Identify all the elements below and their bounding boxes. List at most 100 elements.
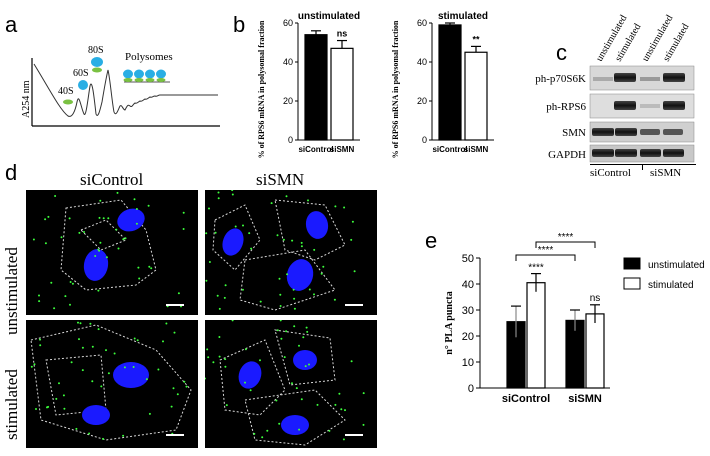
pla-punctum: [217, 197, 220, 200]
pla-punctum: [70, 361, 73, 364]
e-bracket-unstim: [515, 254, 576, 261]
pla-punctum: [342, 438, 345, 441]
b-unstim-bar-0: [304, 34, 328, 141]
pla-punctum: [313, 248, 316, 251]
pla-punctum: [270, 202, 273, 205]
pla-punctum: [81, 346, 84, 349]
pla-punctum: [344, 409, 346, 412]
e-bar-1-1: [585, 313, 605, 389]
e-bar-0-1: [526, 282, 546, 389]
pla-punctum: [63, 407, 66, 410]
pla-punctum: [224, 284, 227, 287]
pla-punctum: [30, 365, 33, 368]
pla-punctum: [208, 261, 211, 263]
pla-punctum: [105, 349, 107, 352]
blot-row-label-rps6: ph-RPS6: [546, 101, 586, 113]
panel-c-western-blot: unstimulated stimulated unstimulated sti…: [500, 0, 710, 165]
pla-punctum: [241, 288, 244, 291]
scale-bar: [345, 304, 363, 306]
pla-punctum: [362, 392, 365, 395]
nucleus-shape: [286, 259, 314, 291]
pla-punctum: [165, 322, 168, 325]
pla-punctum: [259, 359, 261, 362]
peak-label-60s: 60S: [73, 68, 89, 79]
pla-punctum: [105, 256, 108, 259]
pla-punctum: [214, 231, 217, 234]
pla-punctum: [176, 393, 179, 396]
b-unstim-bar-1: [330, 47, 354, 141]
pla-punctum: [275, 399, 278, 402]
pla-punctum: [250, 247, 253, 250]
e-ytick-label: 40: [462, 279, 474, 291]
pla-punctum: [350, 360, 353, 363]
pla-punctum: [279, 305, 282, 307]
pla-punctum: [60, 236, 63, 239]
panel-e-chart: 0 10 20 30 40 50 n° PLA puncta siControl siSMN **…: [438, 228, 710, 451]
pla-punctum: [173, 331, 176, 334]
panel-letter-e: e: [425, 228, 438, 253]
pla-punctum: [75, 427, 78, 430]
micro-row-label-stimulated: stimulated: [2, 369, 21, 440]
nucleus-shape: [83, 249, 109, 281]
b-unstim-xtick-label-0: siControl: [298, 145, 333, 154]
nucleus-shape: [281, 415, 309, 435]
cell-outline: [239, 249, 336, 311]
pla-punctum: [351, 220, 354, 223]
pla-punctum: [162, 340, 164, 343]
pla-punctum: [307, 199, 309, 202]
micro-image-sicontrol-stimulated: [26, 320, 198, 448]
pla-punctum: [47, 215, 50, 218]
pla-punctum: [308, 363, 310, 366]
pla-punctum: [320, 272, 323, 275]
pla-punctum: [148, 412, 151, 415]
panel-b-chart-stimulated: stimulated 0 20 40 60 % of RPS6 mRNA in polys…: [382, 5, 502, 160]
pla-punctum: [91, 380, 94, 383]
pla-punctum: [217, 191, 220, 194]
pla-punctum: [298, 344, 300, 347]
blot-row-label-gapdh: GAPDH: [548, 149, 586, 161]
pla-punctum: [185, 385, 188, 388]
pla-punctum: [343, 206, 346, 209]
pla-punctum: [205, 232, 208, 235]
pla-punctum: [205, 377, 206, 380]
peak-label-40s: 40S: [58, 86, 74, 97]
pla-punctum: [39, 344, 42, 347]
pla-punctum: [295, 387, 298, 390]
blot-group-label-sicontrol: siControl: [590, 167, 631, 179]
pla-punctum: [362, 423, 365, 426]
pla-punctum: [133, 198, 136, 201]
pla-punctum: [224, 365, 227, 368]
pla-punctum: [135, 222, 138, 225]
e-ytick-label: 0: [468, 383, 474, 395]
e-ylabel: n° PLA puncta: [444, 291, 455, 354]
b-unstim-title: unstimulated: [298, 11, 360, 22]
cell-outline: [60, 199, 157, 291]
micro-image-sismn-stimulated: [205, 320, 377, 448]
polysome-profile-plot: Polysomes 40S 60S 80S A254 nm: [21, 45, 220, 127]
e-xtick-label-0: siControl: [502, 393, 550, 405]
panel-letter-a: a: [5, 12, 18, 37]
pla-punctum: [328, 429, 331, 432]
pla-punctum: [68, 217, 71, 220]
b-stim-xtick-label-1: siSMN: [464, 145, 489, 154]
pla-punctum: [62, 394, 65, 397]
cell-outline: [30, 324, 192, 441]
pla-punctum: [302, 336, 305, 339]
pla-punctum: [298, 428, 301, 431]
pla-punctum: [293, 297, 296, 300]
pla-punctum: [286, 273, 289, 276]
e-ytick-label: 50: [462, 253, 474, 265]
panel-letter-b: b: [233, 12, 246, 37]
pla-punctum: [283, 356, 286, 359]
pla-punctum: [58, 382, 60, 385]
pla-punctum: [291, 382, 293, 385]
pla-punctum: [340, 408, 343, 411]
e-bracket-stim: [535, 241, 596, 248]
nucleus-shape: [113, 362, 149, 388]
pla-punctum: [132, 366, 135, 368]
blot-group-label-sismn: siSMN: [650, 167, 682, 179]
b-unstim-ytick-label: 40: [283, 57, 293, 67]
pla-punctum: [300, 241, 303, 244]
micro-row-label-unstimulated: unstimulated: [2, 247, 21, 335]
pla-punctum: [218, 307, 221, 310]
